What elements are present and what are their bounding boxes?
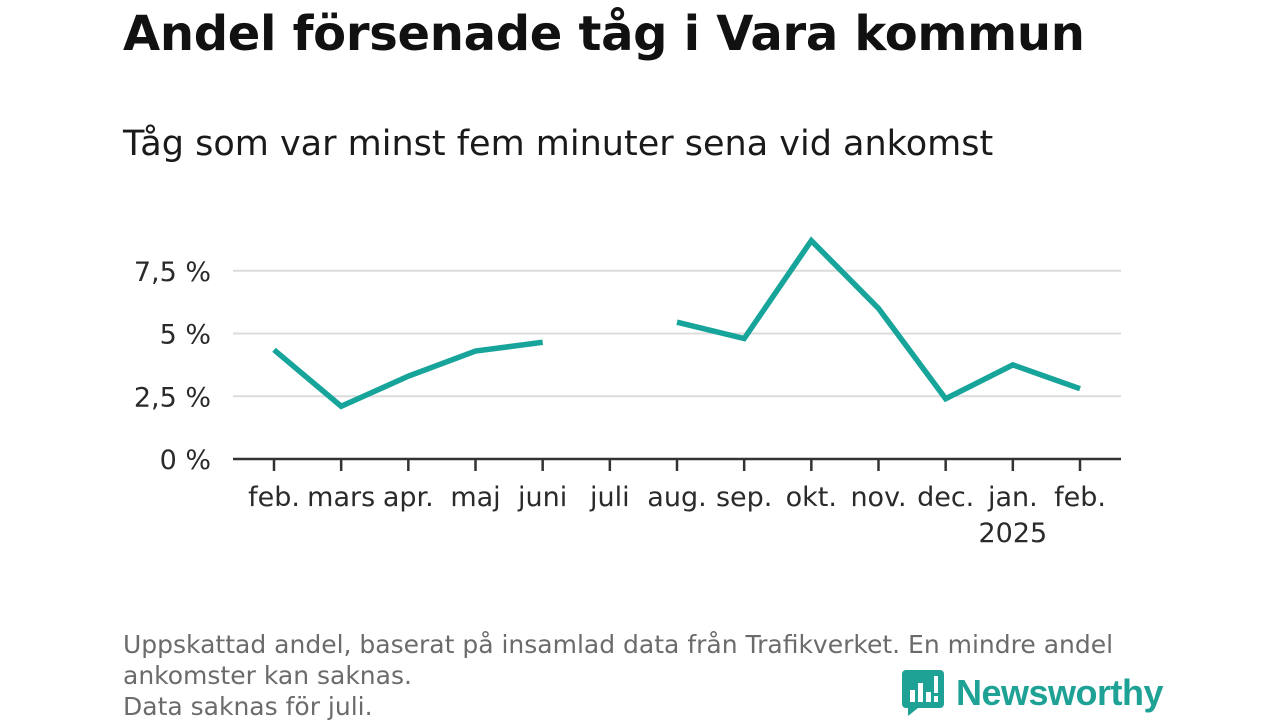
x-tick-label: juli: [589, 482, 630, 513]
y-tick-label: 7,5 %: [134, 257, 211, 288]
chart-subtitle: Tåg som var minst fem minuter sena vid a…: [123, 124, 994, 164]
x-tick-label: dec.: [917, 482, 974, 513]
x-tick-sublabel: 2025: [978, 518, 1047, 549]
series-line: [676, 236, 1081, 403]
x-tick-label: jan.: [987, 482, 1038, 513]
x-tick-label: juni: [517, 482, 567, 513]
footnote: Uppskattad andel, baserat på insamlad da…: [123, 629, 1113, 722]
series-line: [272, 339, 544, 410]
x-tick-label: nov.: [850, 482, 906, 513]
chart-title: Andel försenade tåg i Vara kommun: [123, 6, 1085, 62]
y-tick-label: 2,5 %: [134, 382, 211, 413]
x-tick-label: feb.: [248, 482, 300, 513]
footnote-line-3: Data saknas för juli.: [123, 692, 373, 721]
y-tick-label: 5 %: [160, 320, 211, 351]
x-tick-label: apr.: [383, 482, 434, 513]
x-tick-label: aug.: [647, 482, 706, 513]
footnote-line-1: Uppskattad andel, baserat på insamlad da…: [123, 630, 1114, 659]
x-tick-label: sep.: [716, 482, 772, 513]
footnote-line-2: ankomster kan saknas.: [123, 661, 412, 690]
bar-chart-speech-icon: [902, 670, 944, 716]
brand-name: Newsworthy: [956, 672, 1164, 713]
brand-logo: Newsworthy: [902, 670, 1164, 716]
x-tick-label: mars: [307, 482, 375, 513]
y-tick-label: 0 %: [160, 445, 211, 476]
x-tick-label: feb.: [1054, 482, 1106, 513]
x-tick-label: maj: [450, 482, 500, 513]
x-tick-label: okt.: [786, 482, 837, 513]
